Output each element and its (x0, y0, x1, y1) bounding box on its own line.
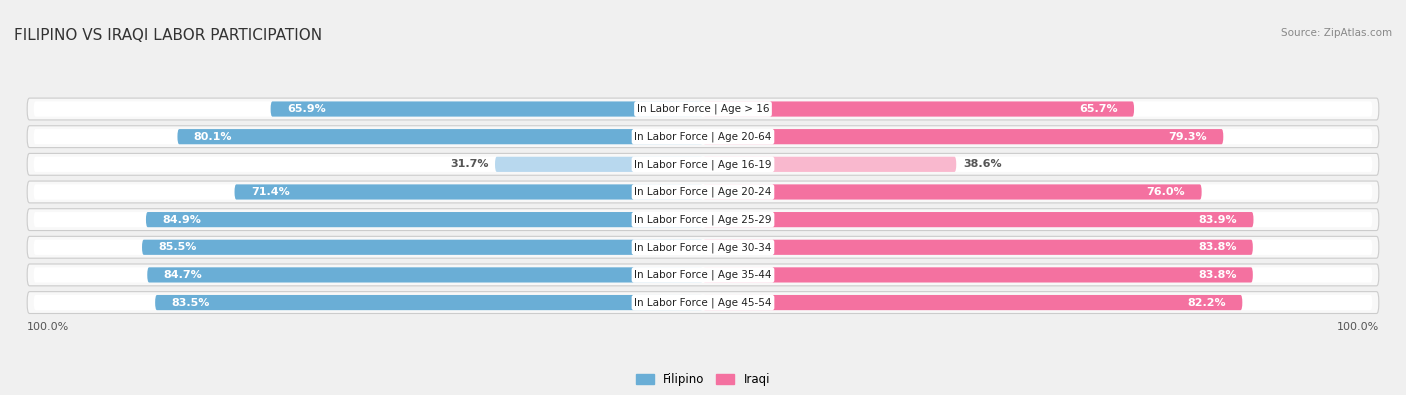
FancyBboxPatch shape (703, 240, 1372, 255)
FancyBboxPatch shape (703, 212, 1372, 227)
Text: 79.3%: 79.3% (1168, 132, 1206, 142)
Text: 83.9%: 83.9% (1198, 214, 1237, 225)
Legend: Filipino, Iraqi: Filipino, Iraqi (631, 368, 775, 391)
FancyBboxPatch shape (27, 292, 1379, 314)
FancyBboxPatch shape (703, 102, 1372, 117)
Text: 71.4%: 71.4% (250, 187, 290, 197)
Text: 83.8%: 83.8% (1198, 242, 1236, 252)
FancyBboxPatch shape (34, 184, 703, 199)
Text: 84.7%: 84.7% (163, 270, 202, 280)
Text: In Labor Force | Age 20-64: In Labor Force | Age 20-64 (634, 132, 772, 142)
Text: In Labor Force | Age 35-44: In Labor Force | Age 35-44 (634, 270, 772, 280)
Text: In Labor Force | Age 25-29: In Labor Force | Age 25-29 (634, 214, 772, 225)
Text: 85.5%: 85.5% (159, 242, 197, 252)
FancyBboxPatch shape (142, 240, 703, 255)
Text: 65.9%: 65.9% (287, 104, 326, 114)
FancyBboxPatch shape (177, 129, 703, 144)
Text: 80.1%: 80.1% (194, 132, 232, 142)
FancyBboxPatch shape (34, 267, 703, 282)
Text: 100.0%: 100.0% (27, 322, 69, 333)
Text: 82.2%: 82.2% (1187, 297, 1226, 308)
FancyBboxPatch shape (27, 181, 1379, 203)
Text: 84.9%: 84.9% (162, 214, 201, 225)
FancyBboxPatch shape (34, 102, 703, 117)
Text: In Labor Force | Age 16-19: In Labor Force | Age 16-19 (634, 159, 772, 169)
Text: 83.8%: 83.8% (1198, 270, 1236, 280)
Text: In Labor Force | Age > 16: In Labor Force | Age > 16 (637, 104, 769, 114)
Text: 100.0%: 100.0% (1337, 322, 1379, 333)
Text: In Labor Force | Age 30-34: In Labor Force | Age 30-34 (634, 242, 772, 252)
Text: FILIPINO VS IRAQI LABOR PARTICIPATION: FILIPINO VS IRAQI LABOR PARTICIPATION (14, 28, 322, 43)
Text: Source: ZipAtlas.com: Source: ZipAtlas.com (1281, 28, 1392, 38)
FancyBboxPatch shape (703, 129, 1223, 144)
FancyBboxPatch shape (703, 267, 1372, 282)
FancyBboxPatch shape (34, 240, 703, 255)
Text: In Labor Force | Age 45-54: In Labor Force | Age 45-54 (634, 297, 772, 308)
FancyBboxPatch shape (148, 267, 703, 282)
FancyBboxPatch shape (703, 212, 1254, 227)
FancyBboxPatch shape (34, 212, 703, 227)
FancyBboxPatch shape (27, 264, 1379, 286)
FancyBboxPatch shape (703, 129, 1372, 144)
FancyBboxPatch shape (146, 212, 703, 227)
Text: 83.5%: 83.5% (172, 297, 209, 308)
FancyBboxPatch shape (155, 295, 703, 310)
Text: In Labor Force | Age 20-24: In Labor Force | Age 20-24 (634, 187, 772, 197)
FancyBboxPatch shape (27, 236, 1379, 258)
Text: 76.0%: 76.0% (1147, 187, 1185, 197)
Text: 65.7%: 65.7% (1078, 104, 1118, 114)
FancyBboxPatch shape (27, 126, 1379, 148)
FancyBboxPatch shape (703, 184, 1202, 199)
FancyBboxPatch shape (34, 129, 703, 144)
FancyBboxPatch shape (34, 295, 703, 310)
FancyBboxPatch shape (703, 157, 1372, 172)
FancyBboxPatch shape (703, 102, 1135, 117)
FancyBboxPatch shape (703, 184, 1372, 199)
FancyBboxPatch shape (27, 98, 1379, 120)
FancyBboxPatch shape (27, 153, 1379, 175)
FancyBboxPatch shape (703, 157, 956, 172)
FancyBboxPatch shape (235, 184, 703, 199)
FancyBboxPatch shape (27, 209, 1379, 231)
FancyBboxPatch shape (703, 295, 1243, 310)
FancyBboxPatch shape (34, 157, 703, 172)
FancyBboxPatch shape (270, 102, 703, 117)
Text: 31.7%: 31.7% (450, 159, 488, 169)
FancyBboxPatch shape (703, 240, 1253, 255)
FancyBboxPatch shape (495, 157, 703, 172)
FancyBboxPatch shape (703, 267, 1253, 282)
Text: 38.6%: 38.6% (963, 159, 1001, 169)
FancyBboxPatch shape (703, 295, 1372, 310)
